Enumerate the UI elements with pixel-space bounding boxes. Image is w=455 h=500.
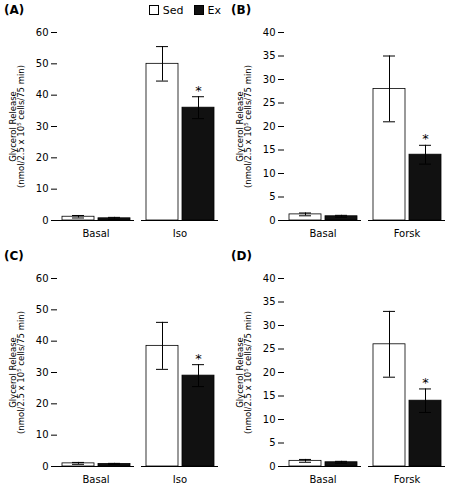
svg-text:Basal: Basal xyxy=(82,474,109,485)
svg-text:Basal: Basal xyxy=(309,228,336,239)
svg-text:40: 40 xyxy=(36,335,49,346)
html-text:(A): (A) xyxy=(4,3,25,17)
svg-text:Iso: Iso xyxy=(173,474,187,485)
svg-text:Glycerol Release(nmol/2.5 x 10: Glycerol Release(nmol/2.5 x 10⁵ cells/75… xyxy=(235,311,254,434)
svg-text:50: 50 xyxy=(36,304,49,315)
svg-text:30: 30 xyxy=(36,121,49,132)
svg-text:*: * xyxy=(422,375,429,390)
svg-text:30: 30 xyxy=(36,367,49,378)
svg-text:Glycerol Release(nmol/2.5 x 10: Glycerol Release(nmol/2.5 x 10⁵ cells/75… xyxy=(8,65,27,188)
svg-text:10: 10 xyxy=(36,183,49,194)
svg-text:40: 40 xyxy=(263,27,276,38)
svg-text:40: 40 xyxy=(36,89,49,100)
svg-text:Basal: Basal xyxy=(309,474,336,485)
svg-text:60: 60 xyxy=(36,27,49,38)
svg-text:25: 25 xyxy=(263,343,276,354)
svg-text:10: 10 xyxy=(263,414,276,425)
svg-text:Basal: Basal xyxy=(82,228,109,239)
svg-text:Forsk: Forsk xyxy=(394,228,421,239)
svg-text:40: 40 xyxy=(263,273,276,284)
svg-text:Iso: Iso xyxy=(173,228,187,239)
svg-text:Glycerol Release(nmol/2.5 x 10: Glycerol Release(nmol/2.5 x 10⁵ cells/75… xyxy=(235,65,254,188)
svg-text:35: 35 xyxy=(263,296,276,307)
svg-text:20: 20 xyxy=(36,152,49,163)
svg-text:0: 0 xyxy=(42,461,48,472)
svg-text:5: 5 xyxy=(269,191,275,202)
svg-text:*: * xyxy=(422,131,429,146)
svg-text:30: 30 xyxy=(263,320,276,331)
svg-text:10: 10 xyxy=(263,168,276,179)
svg-text:0: 0 xyxy=(269,461,275,472)
svg-text:0: 0 xyxy=(42,215,48,226)
html-text:Ex: Ex xyxy=(207,3,221,17)
svg-text:35: 35 xyxy=(263,50,276,61)
svg-text:50: 50 xyxy=(36,58,49,69)
svg-text:Glycerol Release(nmol/2.5 x 10: Glycerol Release(nmol/2.5 x 10⁵ cells/75… xyxy=(8,311,27,434)
svg-text:*: * xyxy=(195,83,202,98)
svg-text:5: 5 xyxy=(269,437,275,448)
svg-text:0: 0 xyxy=(269,215,275,226)
html-text:(D): (D) xyxy=(231,249,252,263)
svg-text:Forsk: Forsk xyxy=(394,474,421,485)
svg-text:*: * xyxy=(195,351,202,366)
svg-text:30: 30 xyxy=(263,74,276,85)
svg-text:25: 25 xyxy=(263,97,276,108)
svg-text:20: 20 xyxy=(36,398,49,409)
svg-text:20: 20 xyxy=(263,121,276,132)
svg-text:15: 15 xyxy=(263,144,276,155)
svg-text:10: 10 xyxy=(36,429,49,440)
html-text:Sed: Sed xyxy=(162,3,184,17)
svg-text:15: 15 xyxy=(263,390,276,401)
svg-text:20: 20 xyxy=(263,367,276,378)
html-text:(C): (C) xyxy=(4,249,24,263)
svg-text:60: 60 xyxy=(36,273,49,284)
html-text:(B): (B) xyxy=(231,3,252,17)
